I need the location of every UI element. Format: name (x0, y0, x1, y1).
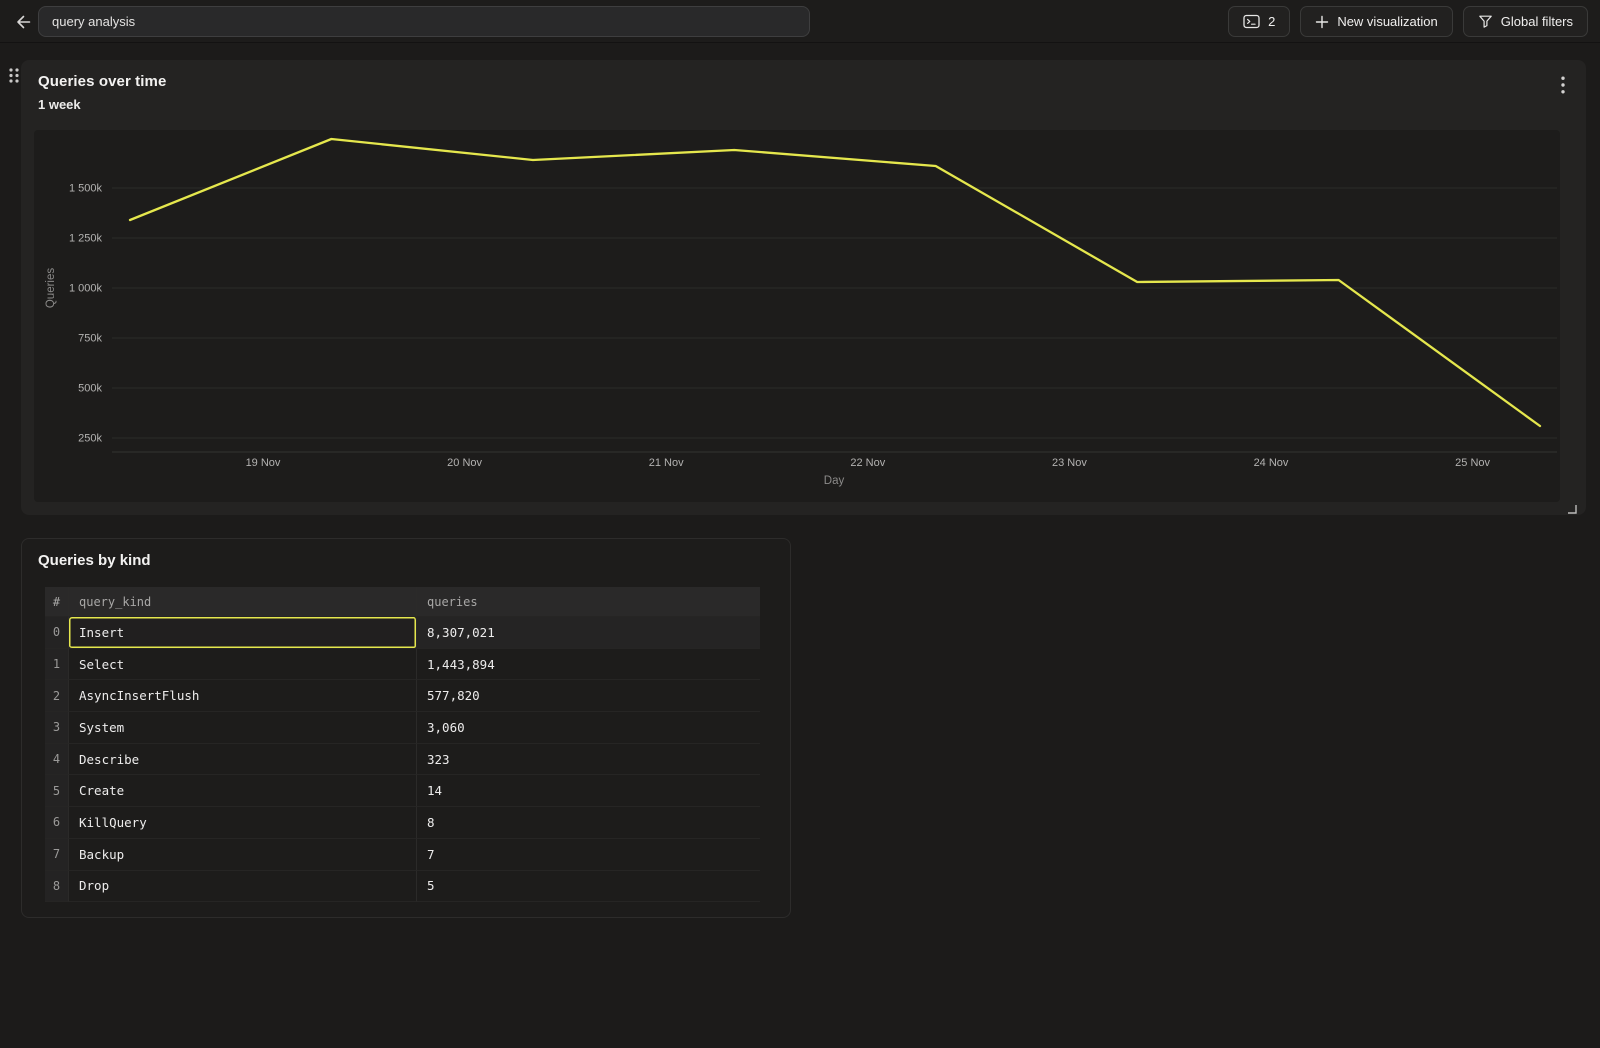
chart-plot-area[interactable]: 1 500k 1 250k 1 000k 750k 500k 250k 19 Nov 20 N… (34, 130, 1560, 502)
table-row[interactable]: 1 Select 1,443,894 (45, 648, 760, 681)
x-tick-label: 23 Nov (1052, 457, 1087, 469)
panel-resize-handle[interactable] (1567, 501, 1579, 514)
queries-value-cell[interactable]: 8 (417, 807, 760, 839)
queries-value-cell[interactable]: 3,060 (417, 712, 760, 744)
row-index-cell[interactable]: 6 (45, 807, 69, 839)
new-visualization-label: New visualization (1337, 14, 1438, 29)
y-tick-label: 250k (78, 433, 102, 445)
chart-title: Queries over time (38, 73, 167, 90)
query-kind-cell-selected[interactable]: Insert (69, 617, 417, 649)
queries-value-cell[interactable]: 577,820 (417, 680, 760, 713)
queries-value-cell[interactable]: 8,307,021 (417, 617, 760, 649)
table-row[interactable]: 2 AsyncInsertFlush 577,820 (45, 680, 760, 713)
queries-series-line (128, 137, 1542, 428)
arrow-left-icon (17, 15, 31, 29)
table-row[interactable]: 6 KillQuery 8 (45, 807, 760, 839)
x-tick-label: 20 Nov (447, 457, 482, 469)
new-visualization-button[interactable]: New visualization (1300, 6, 1453, 37)
table-row[interactable]: 5 Create 14 (45, 775, 760, 808)
plus-icon (1316, 15, 1329, 28)
dashboard-title-input[interactable] (38, 6, 810, 37)
y-tick-label: 500k (78, 383, 102, 395)
queries-by-kind-table: # query_kind queries 0 Insert 8,307,021 1 Se… (45, 587, 760, 903)
y-axis-title: Queries (45, 268, 57, 309)
queries-value-cell[interactable]: 14 (417, 775, 760, 808)
row-index-cell[interactable]: 5 (45, 775, 69, 808)
back-button[interactable] (9, 8, 37, 36)
row-index-cell[interactable]: 7 (45, 838, 69, 871)
x-tick-label: 19 Nov (246, 457, 281, 469)
row-index-cell[interactable]: 4 (45, 743, 69, 776)
table-panel: Queries by kind # query_kind queries 0 In… (21, 538, 791, 918)
funnel-icon (1478, 15, 1492, 28)
resize-corner-icon (1568, 505, 1577, 514)
query-kind-cell[interactable]: Drop (69, 870, 417, 903)
visualization-count-label: 2 (1268, 14, 1276, 29)
drag-dots-icon (9, 68, 19, 83)
chart-menu-button[interactable] (1552, 74, 1574, 96)
header-queries-cell: queries (417, 587, 760, 617)
x-tick-label: 21 Nov (649, 457, 684, 469)
query-kind-cell[interactable]: Describe (69, 743, 417, 776)
row-index-cell[interactable]: 8 (45, 870, 69, 903)
table-row[interactable]: 8 Drop 5 (45, 870, 760, 903)
y-tick-label: 1 500k (69, 183, 103, 195)
x-tick-label: 25 Nov (1455, 457, 1490, 469)
topbar-actions: 2 New visualization Global filters (1228, 6, 1588, 37)
query-kind-cell[interactable]: Backup (69, 838, 417, 871)
table-row[interactable]: 4 Describe 323 (45, 743, 760, 776)
x-tick-label: 22 Nov (850, 457, 885, 469)
query-kind-cell[interactable]: AsyncInsertFlush (69, 680, 417, 713)
queries-value-cell[interactable]: 1,443,894 (417, 649, 760, 681)
x-tick-label: 24 Nov (1254, 457, 1289, 469)
table-header-row: # query_kind queries (45, 587, 760, 617)
query-kind-cell[interactable]: Select (69, 648, 417, 681)
kebab-menu-icon (1561, 76, 1565, 94)
queries-table-body: 0 Insert 8,307,021 1 Select 1,443,894 2 AsyncIn… (45, 617, 760, 903)
queries-value-cell[interactable]: 5 (417, 871, 760, 903)
queries-value-cell[interactable]: 323 (417, 744, 760, 776)
queries-value-cell[interactable]: 7 (417, 839, 760, 871)
row-index-cell[interactable]: 2 (45, 680, 69, 713)
global-filters-label: Global filters (1500, 14, 1573, 29)
table-title: Queries by kind (38, 552, 151, 569)
queries-over-time-chart: 1 500k 1 250k 1 000k 750k 500k 250k 19 Nov 20 N… (45, 137, 1557, 487)
row-index-cell[interactable]: 0 (45, 617, 69, 649)
query-kind-cell[interactable]: Create (69, 775, 417, 808)
y-tick-label: 750k (78, 333, 102, 345)
row-index-cell[interactable]: 1 (45, 648, 69, 681)
table-row[interactable]: 7 Backup 7 (45, 838, 760, 871)
topbar: 2 New visualization Global filters (0, 0, 1600, 43)
x-axis-title: Day (824, 475, 845, 487)
header-index-cell: # (45, 587, 69, 617)
query-kind-cell[interactable]: KillQuery (69, 807, 417, 839)
chart-panel: Queries over time 1 week 1 500k 1 250k 1 0… (21, 60, 1586, 515)
terminal-panel-icon (1243, 14, 1260, 29)
header-query-kind-cell: query_kind (69, 587, 417, 617)
visualization-count-button[interactable]: 2 (1228, 6, 1291, 37)
chart-subtitle: 1 week (38, 97, 81, 112)
drag-handle[interactable] (6, 66, 22, 85)
y-tick-label: 1 250k (69, 233, 103, 245)
table-row[interactable]: 3 System 3,060 (45, 712, 760, 744)
y-tick-label: 1 000k (69, 283, 103, 295)
table-row[interactable]: 0 Insert 8,307,021 (45, 617, 760, 649)
query-kind-cell[interactable]: System (69, 712, 417, 744)
row-index-cell[interactable]: 3 (45, 712, 69, 744)
global-filters-button[interactable]: Global filters (1462, 6, 1588, 37)
